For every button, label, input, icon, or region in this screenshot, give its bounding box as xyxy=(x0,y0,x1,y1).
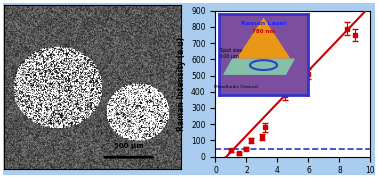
Y-axis label: Raman Intensity (a.u): Raman Intensity (a.u) xyxy=(177,37,186,131)
Text: 500 μm: 500 μm xyxy=(114,143,143,149)
